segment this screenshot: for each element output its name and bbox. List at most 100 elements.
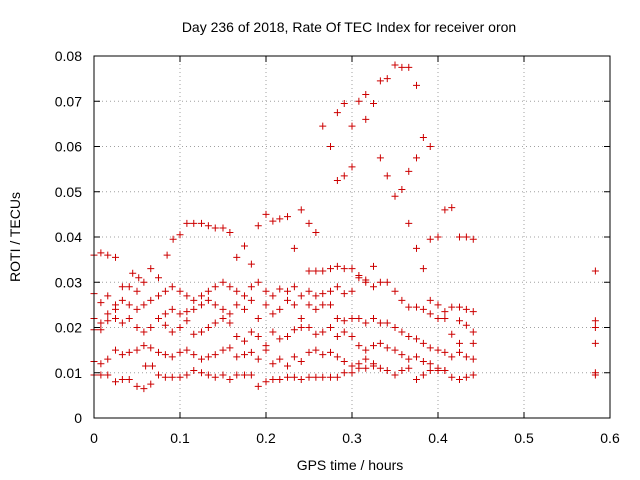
- data-point: [161, 373, 169, 381]
- y-tick-label: 0.03: [55, 274, 82, 290]
- data-point: [319, 351, 327, 359]
- data-point: [241, 305, 248, 313]
- data-point: [254, 333, 262, 341]
- data-point: [226, 310, 234, 318]
- data-point: [327, 324, 334, 331]
- data-point: [118, 376, 126, 384]
- data-point: [398, 185, 406, 193]
- data-point: [469, 235, 477, 243]
- data-point: [333, 314, 341, 322]
- y-tick-label: 0.01: [55, 365, 82, 381]
- data-point: [297, 314, 305, 322]
- data-point: [125, 376, 133, 384]
- data-point: [319, 267, 327, 275]
- data-point: [469, 308, 477, 316]
- data-point: [247, 296, 255, 304]
- data-point: [241, 337, 248, 345]
- data-point: [456, 339, 463, 347]
- data-point: [147, 380, 155, 388]
- data-point: [135, 274, 143, 282]
- data-point: [276, 285, 284, 293]
- data-point: [211, 224, 219, 232]
- data-point: [262, 301, 270, 309]
- data-point: [413, 303, 420, 311]
- data-point: [211, 373, 219, 381]
- data-point: [319, 301, 327, 309]
- data-point: [312, 346, 320, 354]
- data-point: [254, 355, 262, 363]
- data-point: [448, 204, 456, 212]
- data-point: [419, 133, 427, 141]
- data-point: [348, 163, 356, 171]
- data-point: [426, 235, 434, 243]
- y-axis: 0 0.01 0.02 0.03 0.04 0.05 0.06 0.07 0.08: [55, 48, 610, 426]
- data-point: [147, 344, 155, 352]
- y-tick-label: 0.04: [55, 229, 82, 245]
- data-point: [340, 328, 348, 336]
- data-point: [148, 362, 156, 370]
- data-point: [448, 353, 456, 361]
- data-point: [169, 235, 177, 243]
- data-point: [383, 344, 391, 352]
- y-tick-label: 0.05: [55, 184, 82, 200]
- data-point: [319, 290, 327, 298]
- data-point: [398, 63, 406, 71]
- data-point: [419, 265, 427, 273]
- data-point: [198, 355, 205, 363]
- data-point: [104, 317, 112, 325]
- data-point: [204, 222, 212, 230]
- data-point: [391, 371, 399, 379]
- data-point: [383, 278, 391, 286]
- data-point: [211, 351, 219, 359]
- data-point: [219, 314, 227, 322]
- data-point: [190, 305, 198, 313]
- data-point: [219, 305, 227, 313]
- data-point: [591, 339, 599, 347]
- data-point: [391, 346, 399, 354]
- data-point: [241, 351, 248, 359]
- data-point: [333, 373, 341, 381]
- data-point: [284, 373, 291, 381]
- x-axis-label: GPS time / hours: [297, 457, 404, 473]
- data-point: [376, 339, 384, 347]
- data-point: [269, 310, 277, 318]
- data-point: [204, 371, 212, 379]
- data-point: [340, 317, 348, 325]
- data-point: [333, 333, 341, 341]
- data-point: [370, 100, 377, 108]
- data-point: [284, 333, 291, 341]
- data-point: [140, 328, 148, 336]
- data-point: [155, 371, 162, 379]
- x-tick-label: 0: [90, 430, 98, 446]
- data-point: [305, 267, 313, 275]
- data-point: [97, 319, 105, 327]
- data-point: [297, 324, 305, 331]
- data-point: [233, 253, 241, 261]
- data-point: [290, 353, 298, 361]
- data-point: [104, 355, 112, 363]
- y-axis-label: ROTI / TECUs: [7, 192, 23, 282]
- data-point: [297, 357, 305, 365]
- data-point: [441, 206, 449, 214]
- data-point: [355, 97, 363, 105]
- data-point: [219, 346, 227, 354]
- data-point: [434, 301, 442, 309]
- data-point: [348, 287, 356, 295]
- data-point: [469, 339, 477, 347]
- data-point: [419, 305, 427, 313]
- data-point: [370, 262, 377, 270]
- data-point: [405, 63, 413, 71]
- data-point: [233, 301, 241, 309]
- data-point: [405, 355, 413, 363]
- data-point: [262, 378, 270, 386]
- data-point: [348, 265, 356, 273]
- data-point: [290, 373, 298, 381]
- data-point: [118, 319, 126, 327]
- x-tick-label: 0.3: [342, 430, 362, 446]
- data-point: [254, 222, 262, 230]
- data-point: [327, 373, 334, 381]
- y-tick-label: 0.08: [55, 48, 82, 64]
- data-point: [133, 382, 141, 390]
- data-point: [426, 296, 434, 304]
- data-point: [211, 319, 219, 327]
